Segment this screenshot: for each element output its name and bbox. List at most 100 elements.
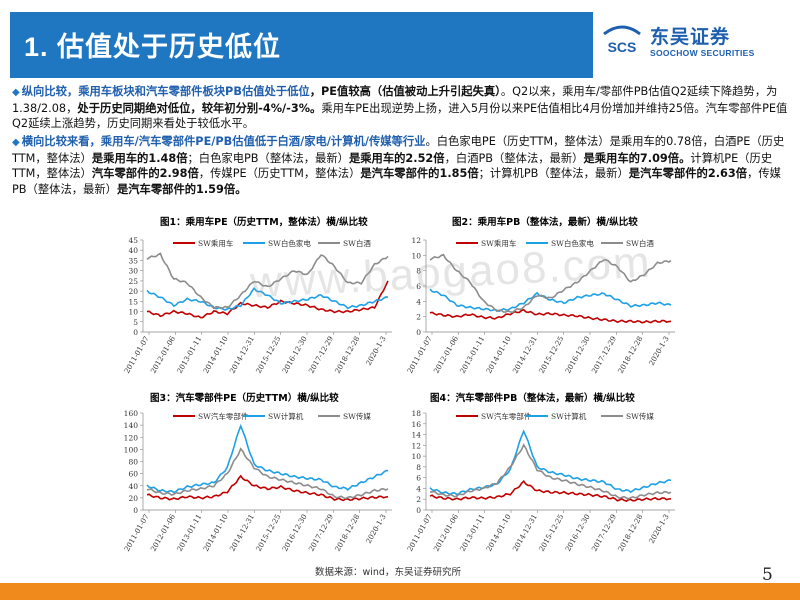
y-tick-label: 0 bbox=[416, 506, 421, 515]
para2-bold: 是乘用车的7.09倍。 bbox=[583, 151, 691, 165]
para2-text: ；白色家电PB（整体法，最新） bbox=[187, 151, 349, 165]
y-tick-label: 0 bbox=[133, 506, 138, 515]
legend-label: SW计算机 bbox=[551, 411, 587, 421]
legend-label: SW白色家电 bbox=[268, 238, 311, 248]
series-line-0 bbox=[146, 280, 389, 319]
legend-label: SW计算机 bbox=[268, 411, 304, 421]
y-tick-label: 35 bbox=[128, 256, 138, 265]
page-number: 5 bbox=[762, 565, 773, 585]
y-tick-label: 30 bbox=[128, 267, 138, 276]
y-tick-label: 40 bbox=[128, 482, 138, 491]
y-tick-label: 18 bbox=[411, 409, 421, 418]
y-tick-label: 8 bbox=[416, 267, 421, 276]
x-tick-label: 2018-12-28 bbox=[333, 334, 362, 375]
legend-label: SW汽车零部件 bbox=[198, 411, 249, 421]
y-tick-label: 160 bbox=[124, 409, 139, 418]
para1-seg3: 处于历史同期绝对低位，较年初分别-4%/-3%。 bbox=[77, 101, 322, 115]
x-tick-label: 2012-01-06 bbox=[432, 512, 461, 553]
y-tick-label: 40 bbox=[128, 246, 138, 255]
x-tick-label: 2013-01-11 bbox=[175, 513, 204, 553]
y-tick-label: 12 bbox=[411, 441, 421, 450]
x-tick-label: 2016-12-30 bbox=[563, 334, 592, 375]
chart-parts-pe: 0 20 40 60 80 100 120 140 160 2011-01-072012-01-0… bbox=[122, 409, 392, 553]
legend-label: SW白酒 bbox=[626, 238, 654, 248]
x-tick-label: 2018-12-28 bbox=[616, 334, 645, 375]
x-tick-label: 2014-01-10 bbox=[201, 512, 230, 553]
y-tick-label: 15 bbox=[128, 297, 138, 306]
chart3-title: 图3：汽车零部件PE（历史TTM）横/纵比较 bbox=[150, 393, 339, 404]
para1-seg2: 。Q2以来，乘用车/零部件PB估值Q2延续下降趋势，为1.38/2.08， bbox=[12, 85, 778, 115]
y-tick-label: 80 bbox=[128, 458, 138, 467]
x-tick-label: 2013-01-11 bbox=[175, 335, 204, 375]
x-tick-label: 2017-12-29 bbox=[307, 334, 336, 375]
x-tick-label: 2017-12-29 bbox=[307, 512, 336, 553]
y-tick-label: 25 bbox=[128, 277, 138, 286]
para2-text: ，传媒PB（整体法，最新） bbox=[12, 167, 781, 196]
chart2-title: 图2：乘用车PB（整体法，最新）横/纵比较 bbox=[452, 217, 638, 228]
x-tick-label: 2016-12-30 bbox=[280, 512, 309, 553]
x-tick-label: 2015-12-25 bbox=[537, 334, 566, 375]
chart1-title: 图1：乘用车PE（历史TTM，整体法）横/纵比较 bbox=[160, 217, 368, 228]
chart-car-pe: 0510152025303540452011-01-072012-01-0620… bbox=[122, 236, 392, 375]
x-tick-label: 2011-01-07 bbox=[405, 512, 434, 553]
y-tick-label: 2 bbox=[416, 313, 421, 322]
para2-bold: 汽车零部件的2.98倍 bbox=[91, 167, 199, 180]
y-tick-label: 8 bbox=[416, 463, 421, 472]
x-tick-label: 2015-12-25 bbox=[537, 512, 566, 553]
x-tick-label: 2014-01-10 bbox=[201, 334, 230, 375]
y-tick-label: 16 bbox=[411, 420, 421, 429]
series-line-0 bbox=[429, 479, 672, 502]
series-line-1 bbox=[429, 288, 672, 313]
para2-bold: 是汽车零部件的2.63倍 bbox=[628, 167, 748, 180]
series-line-1 bbox=[146, 287, 389, 311]
y-tick-label: 10 bbox=[128, 308, 138, 317]
y-tick-label: 4 bbox=[416, 484, 421, 493]
data-source: 数据来源：wind，东吴证券研究所 bbox=[315, 567, 461, 578]
para2-text: ，传媒PE（历史TTM，整体法） bbox=[198, 167, 361, 180]
x-tick-label: 2012-01-06 bbox=[432, 334, 461, 375]
series-line-1 bbox=[146, 423, 389, 494]
legend-label: SW白色家电 bbox=[551, 238, 594, 248]
x-tick-label: 2014-01-10 bbox=[484, 512, 513, 553]
paragraph-vertical-comparison: ◆ 纵向比较，乘用车板块和汽车零部件板块PB估值处于低位，PE值较高（估值被动上升… bbox=[12, 84, 792, 132]
chart4-title: 图4：汽车零部件PB（整体法，最新）横/纵比较 bbox=[430, 393, 635, 404]
legend-label: SW汽车零部件 bbox=[481, 411, 532, 421]
x-tick-label: 2014-12-31 bbox=[511, 335, 540, 375]
series-line-1 bbox=[429, 429, 672, 496]
x-tick-label: 2012-01-06 bbox=[149, 334, 178, 375]
x-tick-label: 2012-01-06 bbox=[149, 512, 178, 553]
y-tick-label: 60 bbox=[128, 470, 138, 479]
x-tick-label: 2011-01-07 bbox=[122, 334, 151, 375]
para2-lead: 横向比较来看，乘用车/汽车零部件PE/PB估值低于白酒/家电/计算机/传媒等行业 bbox=[21, 135, 426, 148]
x-tick-label: 2014-12-31 bbox=[228, 335, 257, 375]
x-tick-label: 2011-01-07 bbox=[405, 334, 434, 375]
x-tick-label: 2017-12-29 bbox=[590, 512, 619, 553]
series-line-0 bbox=[146, 474, 389, 502]
x-tick-label: 2015-12-25 bbox=[254, 512, 283, 553]
y-tick-label: 0 bbox=[133, 328, 138, 337]
y-tick-label: 100 bbox=[124, 445, 139, 454]
y-tick-label: 14 bbox=[411, 431, 421, 440]
para1-seg4: 乘用车PE出现逆势上扬，进入5月份以来PE估值相比4月份增加并维持25倍。汽车零… bbox=[12, 101, 788, 131]
legend-label: SW乘用车 bbox=[198, 238, 234, 248]
y-tick-label: 6 bbox=[416, 282, 421, 291]
y-tick-label: 140 bbox=[124, 421, 139, 430]
para2-bold: 是乘用车的1.48倍 bbox=[91, 151, 188, 165]
y-tick-label: 120 bbox=[124, 433, 139, 442]
legend-label: SW乘用车 bbox=[481, 238, 517, 248]
bottom-band bbox=[0, 583, 800, 600]
series-line-2 bbox=[429, 443, 672, 500]
legend-label: SW传媒 bbox=[343, 411, 371, 421]
title-bar: 1. 估值处于历史低位 bbox=[10, 12, 593, 78]
y-tick-label: 12 bbox=[411, 236, 421, 245]
y-tick-label: 4 bbox=[416, 297, 421, 306]
para2-text: 。白色家电PE（历史TTM，整体法）是乘用车的0.78倍，白酒PE（历史TTM，… bbox=[12, 135, 785, 165]
logo-mark-icon: SCS bbox=[603, 25, 641, 55]
x-tick-label: 2018-12-28 bbox=[616, 512, 645, 553]
y-tick-label: 10 bbox=[411, 251, 421, 260]
y-tick-label: 20 bbox=[128, 494, 138, 503]
y-tick-label: 6 bbox=[416, 474, 421, 483]
x-tick-label: 2018-12-28 bbox=[333, 512, 362, 553]
x-tick-label: 2015-12-25 bbox=[254, 334, 283, 375]
